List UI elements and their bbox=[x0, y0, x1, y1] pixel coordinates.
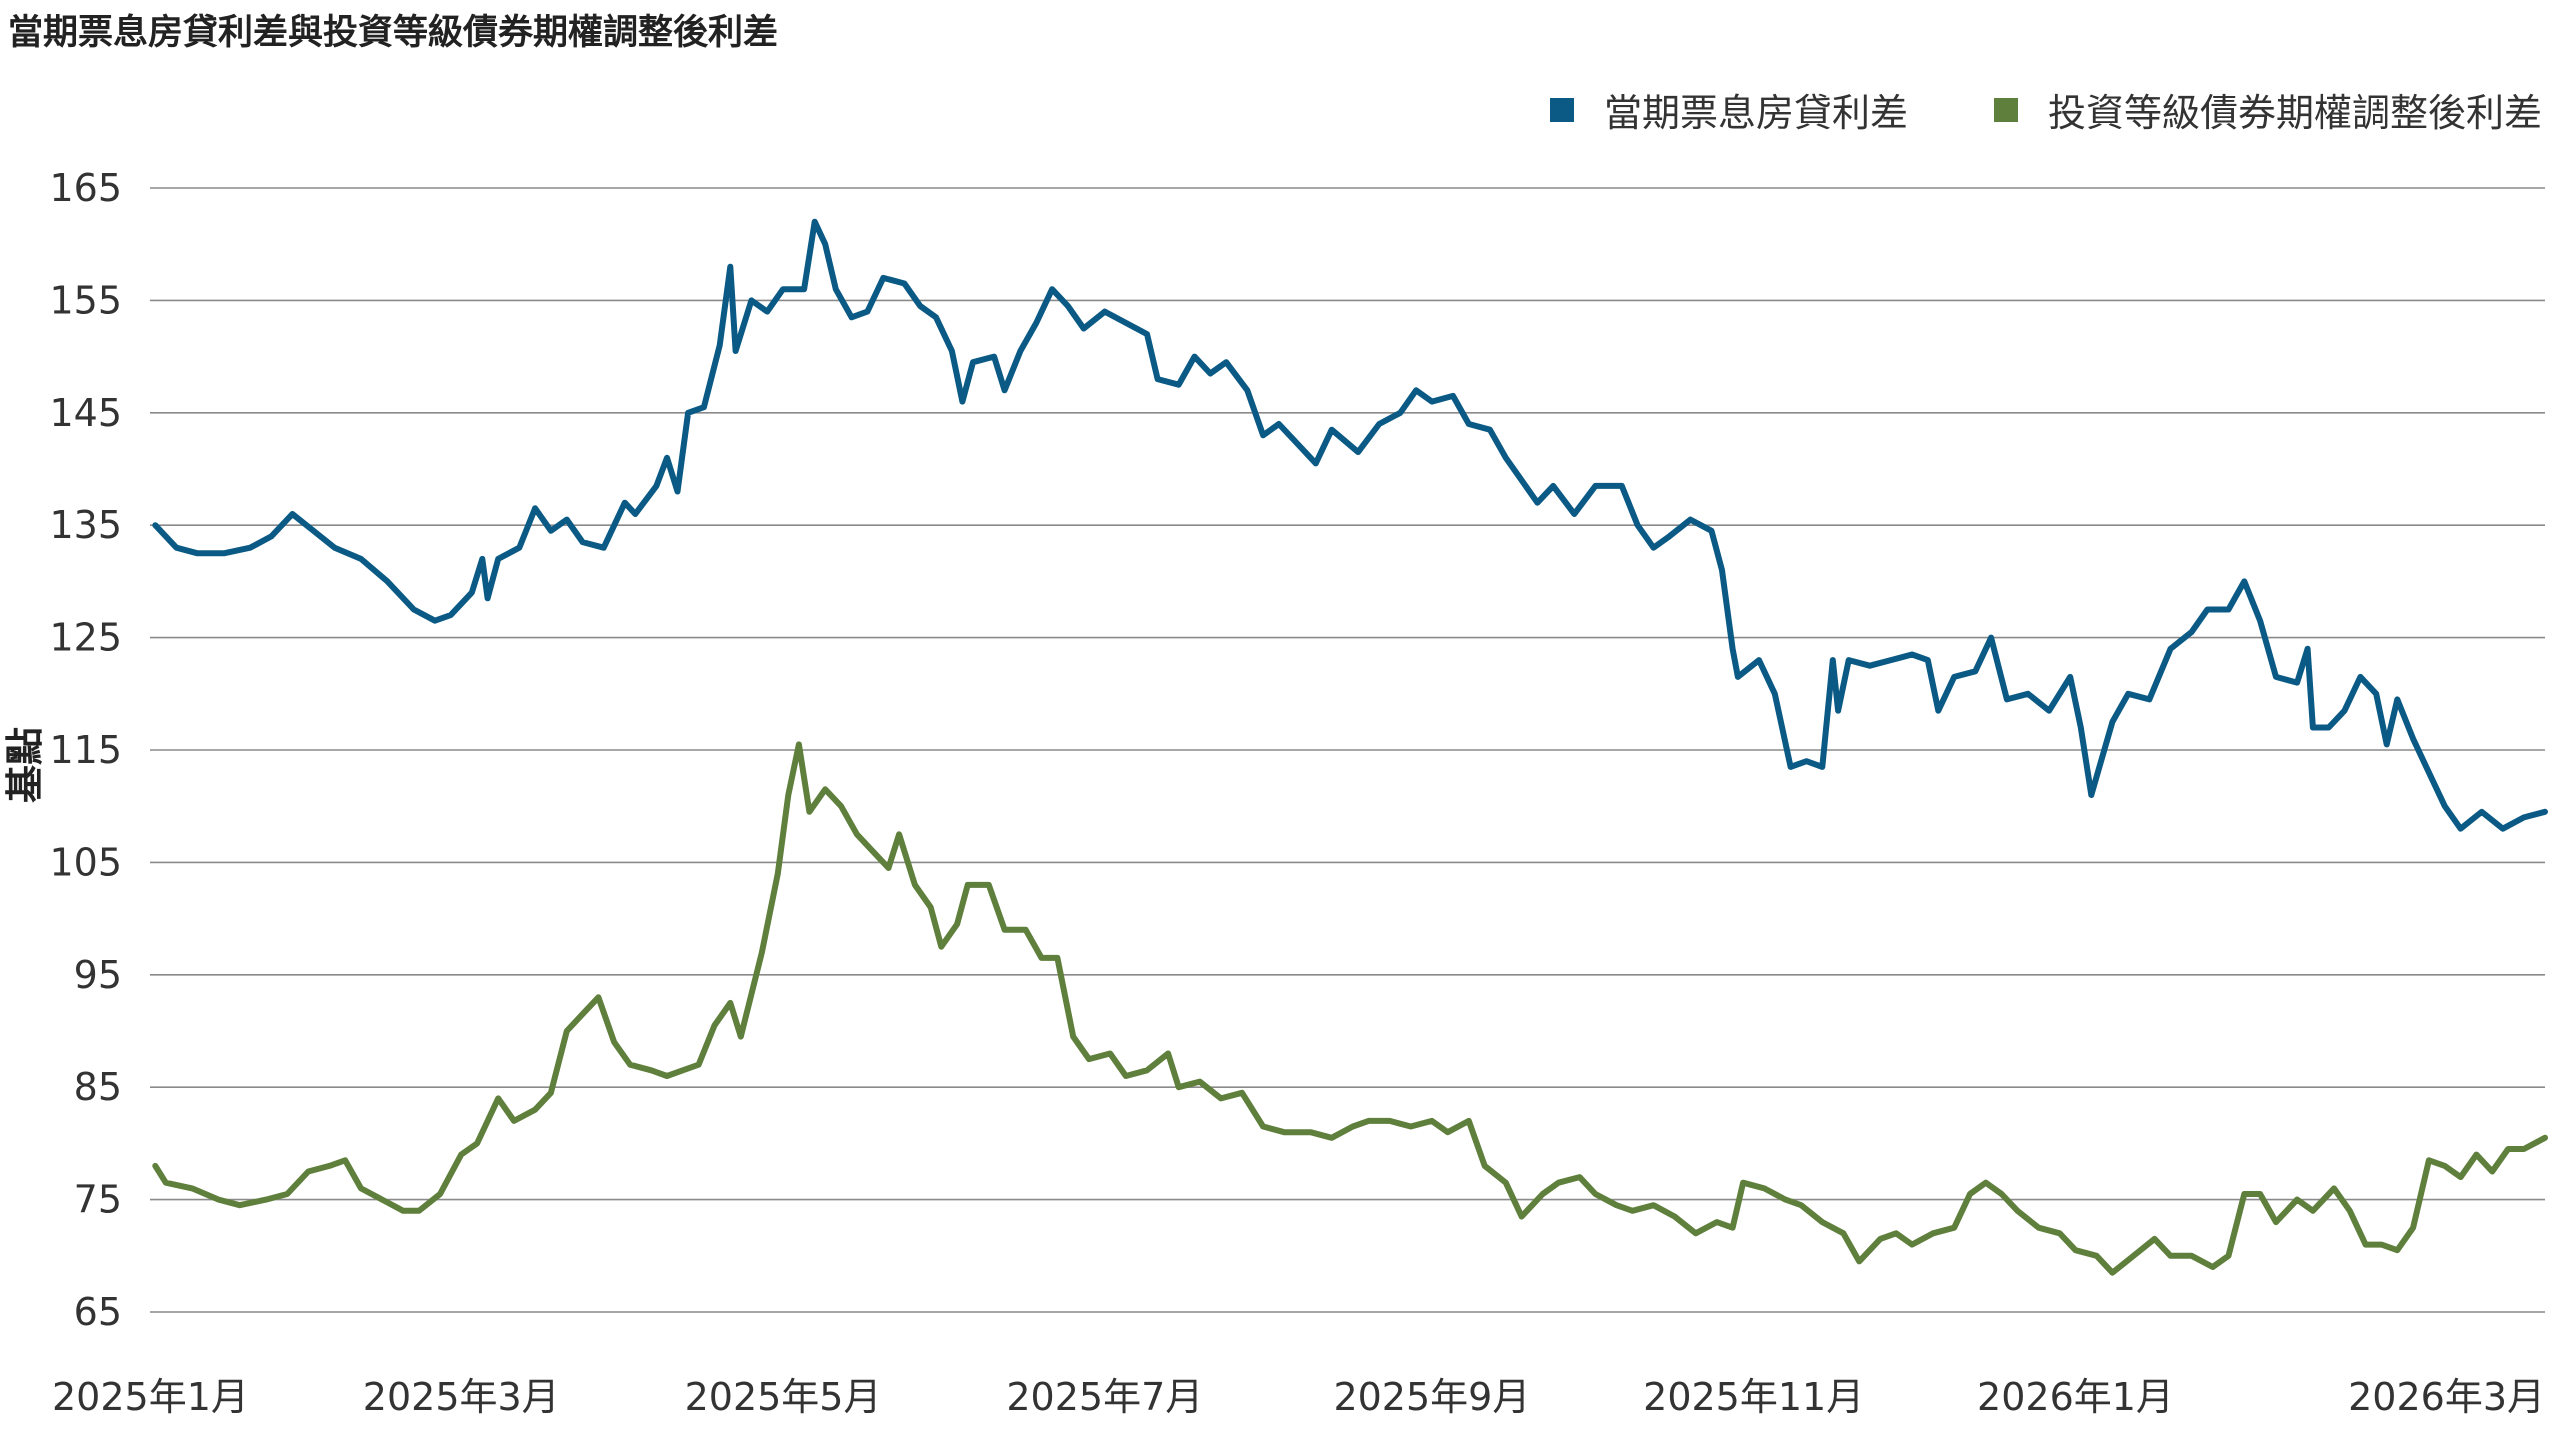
legend-item-ig-oas: 投資等級債券期權調整後利差 bbox=[1993, 82, 2542, 137]
legend-item-mortgage-spread: 當期票息房貸利差 bbox=[1549, 82, 1908, 137]
y-tick-label: 155 bbox=[49, 278, 122, 322]
legend-label-ig-oas: 投資等級債券期權調整後利差 bbox=[2047, 91, 2542, 135]
x-tick-label: 2026年3月 bbox=[2348, 1375, 2545, 1419]
x-axis-ticks: 2025年1月 2025年3月 2025年5月 2025年7月 2025年9月 2025年… bbox=[52, 1375, 2545, 1419]
legend: 當期票息房貸利差 投資等級債券期權調整後利差 bbox=[1464, 82, 2542, 137]
series-lines bbox=[152, 218, 2548, 1276]
y-tick-label: 115 bbox=[49, 728, 122, 772]
y-tick-label: 165 bbox=[49, 166, 122, 210]
y-tick-label: 105 bbox=[49, 840, 122, 884]
x-tick-label: 2025年9月 bbox=[1333, 1375, 1530, 1419]
y-tick-label: 125 bbox=[49, 616, 122, 660]
y-axis-label: 基點 bbox=[3, 727, 47, 803]
x-tick-label: 2025年3月 bbox=[363, 1375, 560, 1419]
legend-label-mortgage-spread: 當期票息房貸利差 bbox=[1603, 91, 1908, 135]
gridlines bbox=[150, 187, 2545, 1313]
y-tick-label: 85 bbox=[74, 1065, 122, 1109]
x-tick-label: 2025年11月 bbox=[1643, 1375, 1864, 1419]
chart-title: 當期票息房貸利差與投資等級債券期權調整後利差 bbox=[8, 13, 779, 53]
y-tick-label: 135 bbox=[49, 503, 122, 547]
y-tick-label: 75 bbox=[74, 1178, 122, 1222]
x-tick-label: 2025年1月 bbox=[52, 1375, 249, 1419]
legend-swatch-mortgage-spread bbox=[1549, 97, 1574, 122]
y-tick-label: 145 bbox=[49, 391, 122, 435]
x-tick-label: 2026年1月 bbox=[1977, 1375, 2174, 1419]
y-tick-label: 95 bbox=[74, 953, 122, 997]
x-tick-label: 2025年5月 bbox=[685, 1375, 882, 1419]
legend-swatch-ig-oas bbox=[1993, 97, 2018, 122]
x-tick-label: 2025年7月 bbox=[1006, 1375, 1203, 1419]
y-axis-ticks: 65 75 85 95 105 115 125 135 145 155 165 bbox=[49, 166, 122, 1334]
y-tick-label: 65 bbox=[74, 1290, 122, 1334]
series-line-ig-oas bbox=[152, 741, 2548, 1276]
series-line-mortgage-spread bbox=[152, 218, 2548, 832]
